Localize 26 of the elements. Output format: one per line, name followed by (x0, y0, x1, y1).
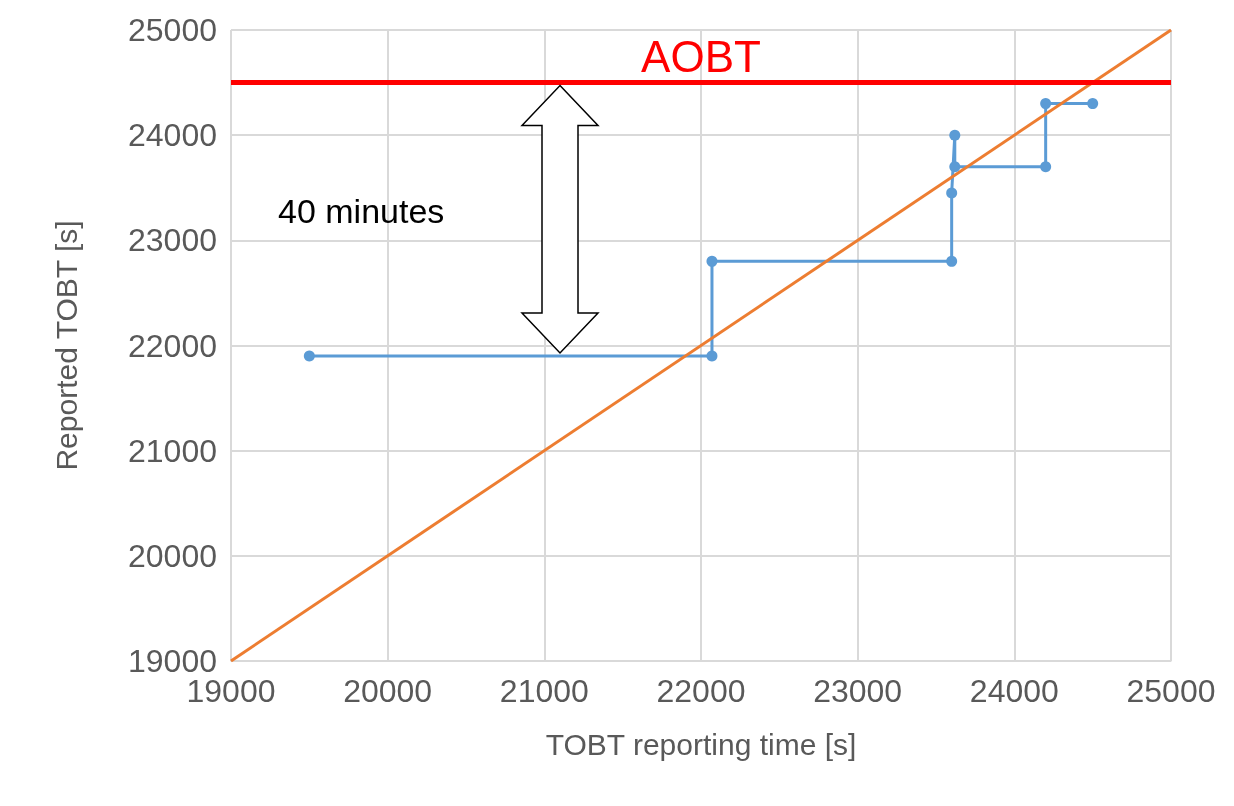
point (946, 255, 958, 267)
point (946, 187, 958, 199)
point (706, 350, 718, 362)
x-tick-label: 24000 (969, 673, 1059, 709)
x-tick-label: 20000 (343, 673, 433, 709)
point (1040, 161, 1052, 173)
y-tick-label: 20000 (128, 537, 217, 574)
point (1087, 98, 1099, 110)
y-tick-label: 22000 (128, 327, 217, 364)
x-tick-label: 25000 (1126, 673, 1216, 709)
y-tick-label: 25000 (128, 12, 217, 48)
y-tick-label: 23000 (128, 222, 217, 259)
point (706, 255, 718, 267)
x-tick-label: 23000 (813, 673, 903, 709)
x-axis-title: TOBT reporting time [s] (545, 727, 857, 761)
point (303, 350, 315, 362)
annotation: 40 minutes (278, 192, 445, 231)
point (1040, 98, 1052, 110)
x-tick-label: 22000 (656, 673, 746, 709)
y-tick-label: 24000 (128, 117, 217, 154)
point (949, 161, 961, 173)
x-tick-label: 21000 (499, 673, 589, 709)
point (949, 129, 961, 141)
y-axis-title: Reported TOBT [s] (49, 220, 83, 471)
ref-line-label: AOBT (641, 32, 761, 82)
y-tick-label: 21000 (128, 432, 217, 469)
